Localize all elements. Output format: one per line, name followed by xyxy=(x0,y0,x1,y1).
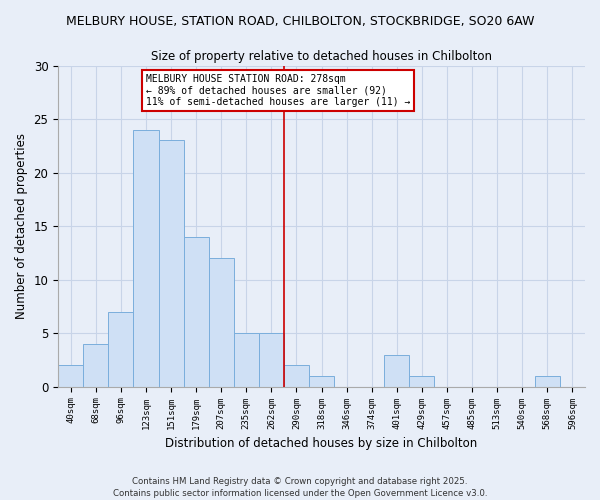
X-axis label: Distribution of detached houses by size in Chilbolton: Distribution of detached houses by size … xyxy=(166,437,478,450)
Bar xyxy=(109,312,133,386)
Y-axis label: Number of detached properties: Number of detached properties xyxy=(15,133,28,319)
Bar xyxy=(284,366,309,386)
Text: MELBURY HOUSE, STATION ROAD, CHILBOLTON, STOCKBRIDGE, SO20 6AW: MELBURY HOUSE, STATION ROAD, CHILBOLTON,… xyxy=(66,15,534,28)
Bar xyxy=(384,354,409,386)
Bar xyxy=(209,258,234,386)
Bar xyxy=(409,376,434,386)
Text: Contains HM Land Registry data © Crown copyright and database right 2025.
Contai: Contains HM Land Registry data © Crown c… xyxy=(113,476,487,498)
Bar xyxy=(184,237,209,386)
Text: MELBURY HOUSE STATION ROAD: 278sqm
← 89% of detached houses are smaller (92)
11%: MELBURY HOUSE STATION ROAD: 278sqm ← 89%… xyxy=(146,74,410,108)
Bar xyxy=(158,140,184,386)
Bar xyxy=(309,376,334,386)
Bar xyxy=(58,366,83,386)
Bar xyxy=(133,130,158,386)
Bar xyxy=(259,333,284,386)
Bar xyxy=(234,333,259,386)
Bar xyxy=(83,344,109,387)
Bar xyxy=(535,376,560,386)
Title: Size of property relative to detached houses in Chilbolton: Size of property relative to detached ho… xyxy=(151,50,492,63)
